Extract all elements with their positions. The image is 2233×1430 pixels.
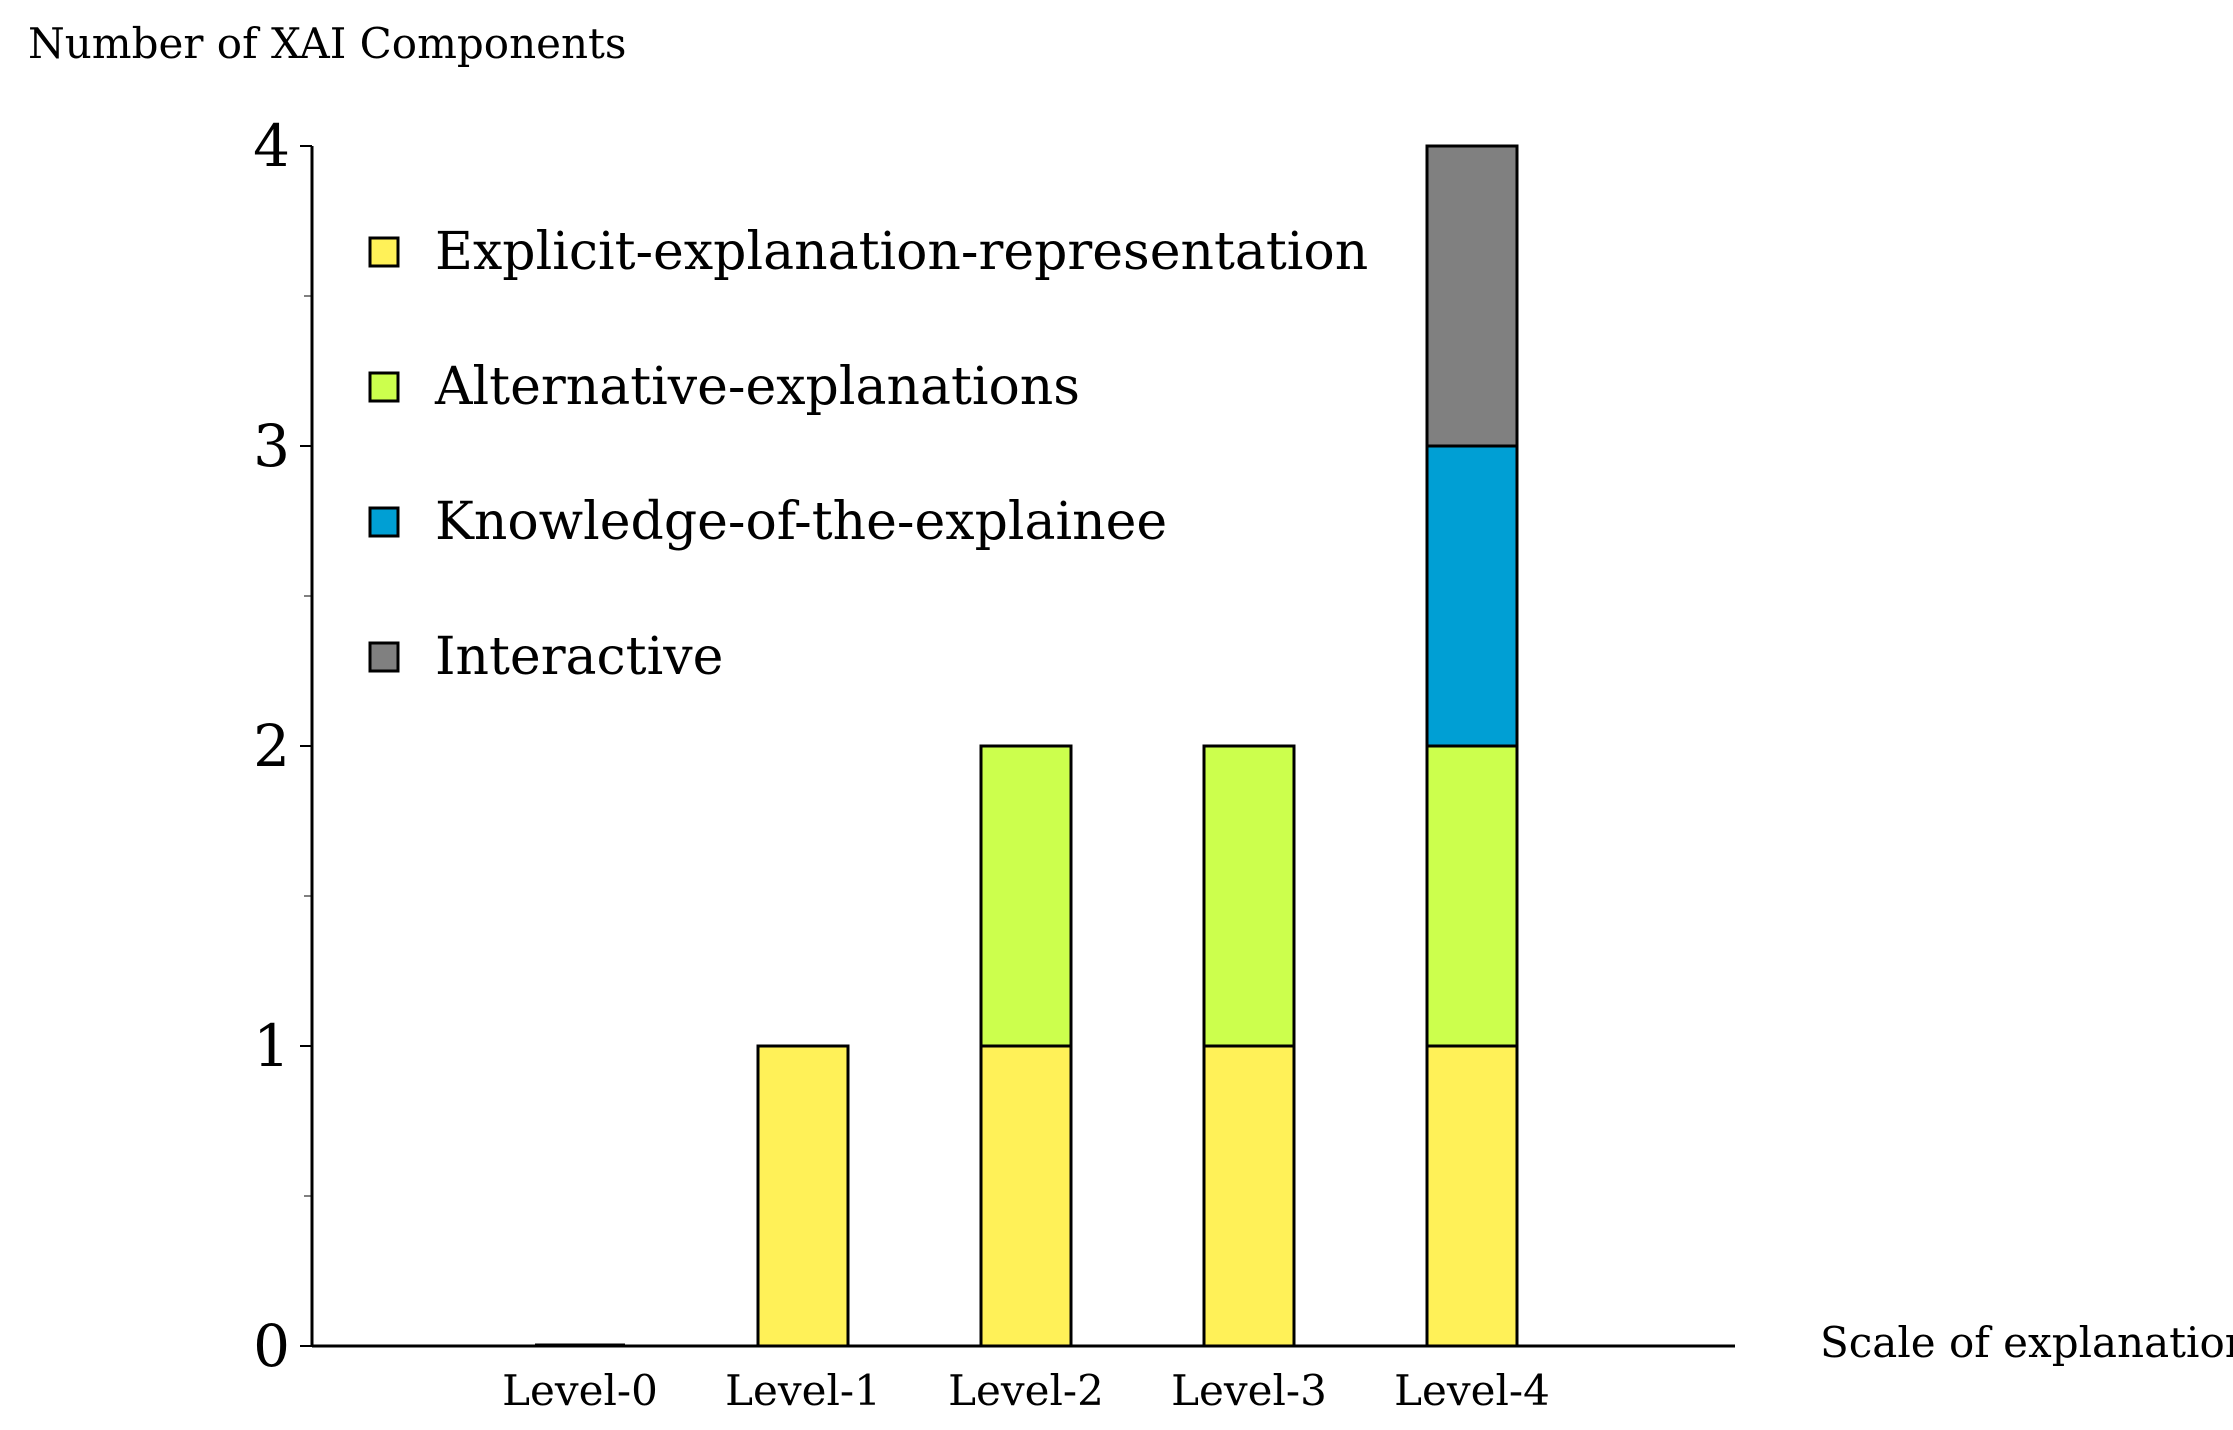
x-tick-label-level-1: Level-1 xyxy=(725,1366,881,1415)
bar-segment-level-3-series-2 xyxy=(1202,744,1296,1048)
bars xyxy=(535,144,1519,1348)
x-tick-label-level-3: Level-3 xyxy=(1171,1366,1327,1415)
bar-segment-level-4-series-3 xyxy=(1425,444,1519,748)
bar-segment-level-1-series-1 xyxy=(756,1044,850,1348)
y-tick-label: 4 xyxy=(253,112,290,180)
tick-labels: 0 1 2 3 4 Level-0 Level-1 Level-2 Level-3 Level-4 xyxy=(253,112,1550,1415)
y-tick-label: 3 xyxy=(253,412,290,480)
x-tick-label-level-4: Level-4 xyxy=(1394,1366,1550,1415)
legend-swatch-series-1 xyxy=(368,236,400,268)
x-axis-label: Scale of explanation xyxy=(1820,1318,2233,1367)
bar-segment-level-4-series-2 xyxy=(1425,744,1519,1048)
legend-swatch-series-4 xyxy=(368,641,400,673)
bar-segment-level-3-series-1 xyxy=(1202,1044,1296,1348)
legend-swatch-series-2 xyxy=(368,371,400,403)
legend-label-series-4: Interactive xyxy=(435,627,723,687)
legend-label-series-3: Knowledge-of-the-explainee xyxy=(435,492,1167,552)
y-tick-label: 1 xyxy=(253,1012,290,1080)
x-tick-label-level-0: Level-0 xyxy=(502,1366,658,1415)
legend: Explicit-explanation-representation Alter… xyxy=(368,222,1368,687)
legend-swatch-series-3 xyxy=(368,506,400,538)
bar-segment-level-2-series-1 xyxy=(979,1044,1073,1348)
legend-label-series-2: Alternative-explanations xyxy=(434,357,1080,417)
y-axis-label: Number of XAI Components xyxy=(28,19,626,68)
y-tick-label: 2 xyxy=(253,712,290,780)
x-tick-label-level-2: Level-2 xyxy=(948,1366,1104,1415)
legend-label-series-1: Explicit-explanation-representation xyxy=(435,222,1368,282)
y-tick-label: 0 xyxy=(253,1312,290,1380)
bar-segment-level-2-series-2 xyxy=(979,744,1073,1048)
bar-segment-level-4-series-1 xyxy=(1425,1044,1519,1348)
bar-segment-level-4-series-4 xyxy=(1425,144,1519,448)
